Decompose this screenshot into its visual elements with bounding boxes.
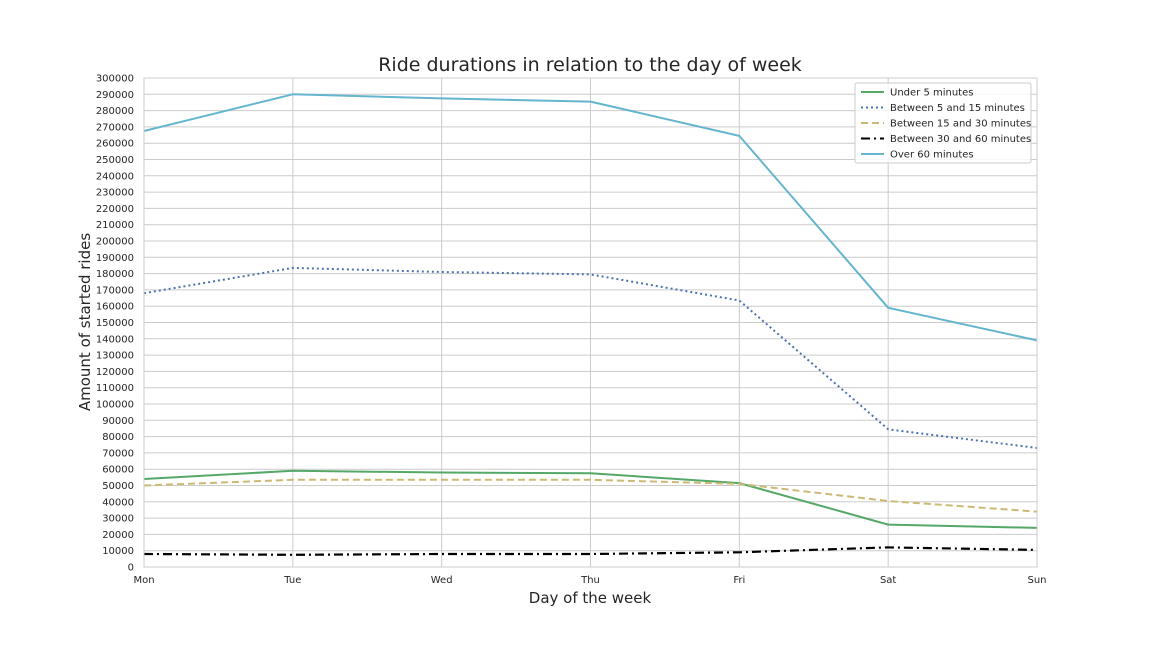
y-tick-label: 240000 [96, 171, 134, 182]
x-tick-label: Sun [1027, 575, 1046, 586]
x-tick-label: Wed [431, 575, 453, 586]
y-tick-label: 20000 [102, 530, 134, 541]
y-tick-label: 90000 [102, 416, 134, 427]
y-tick-label: 120000 [96, 367, 134, 378]
x-tick-labels: Mon Tue Wed Thu Fri Sat Sun [133, 575, 1046, 586]
y-tick-label: 70000 [102, 448, 134, 459]
x-tick-label: Tue [283, 575, 301, 586]
y-tick-label: 80000 [102, 432, 134, 443]
y-tick-label: 0 [128, 563, 134, 574]
y-tick-label: 150000 [96, 318, 134, 329]
y-tick-label: 210000 [96, 220, 134, 231]
x-axis-label: Day of the week [529, 589, 652, 607]
x-tick-label: Sat [880, 575, 896, 586]
series-line-2 [143, 266, 1038, 449]
y-tick-label: 60000 [102, 465, 134, 476]
y-tick-label: 130000 [96, 351, 134, 362]
grid-lines [143, 77, 1038, 568]
y-tick-label: 140000 [96, 334, 134, 345]
y-tick-label: 200000 [96, 237, 134, 248]
y-tick-label: 160000 [96, 302, 134, 313]
legend-box [854, 82, 1032, 164]
legend-label: Under 5 minutes [890, 88, 973, 99]
y-tick-label: 230000 [96, 188, 134, 199]
x-tick-label: Mon [133, 575, 154, 586]
series-line-4 [143, 546, 1038, 556]
series-line-5 [143, 93, 1038, 342]
y-tick-label: 260000 [96, 139, 134, 150]
y-tick-label: 290000 [96, 90, 134, 101]
chart-title: Ride durations in relation to the day of… [378, 54, 802, 76]
series-line-1 [143, 469, 1038, 529]
legend-label: Between 5 and 15 minutes [890, 103, 1025, 114]
y-tick-label: 280000 [96, 106, 134, 117]
x-tick-label: Fri [733, 575, 745, 586]
legend-label: Between 30 and 60 minutes [890, 134, 1031, 145]
y-tick-label: 190000 [96, 253, 134, 264]
legend: Under 5 minutes Between 5 and 15 minutes B… [854, 82, 1032, 164]
y-tick-label: 250000 [96, 155, 134, 166]
y-tick-label: 100000 [96, 400, 134, 411]
y-axis-label: Amount of started rides [76, 233, 94, 411]
y-tick-label: 300000 [96, 74, 134, 85]
plot-frame [143, 77, 1038, 568]
legend-label: Between 15 and 30 minutes [890, 119, 1031, 130]
y-tick-label: 30000 [102, 514, 134, 525]
x-tick-label: Thu [580, 575, 600, 586]
y-tick-label: 270000 [96, 122, 134, 133]
y-tick-label: 50000 [102, 481, 134, 492]
series-lines [143, 93, 1038, 556]
y-tick-label: 110000 [96, 383, 134, 394]
y-tick-labels: 0 10000 20000 30000 40000 50000 60000 70000 8000… [96, 74, 134, 574]
y-tick-label: 40000 [102, 497, 134, 508]
y-tick-label: 10000 [102, 546, 134, 557]
y-tick-label: 220000 [96, 204, 134, 215]
legend-label: Over 60 minutes [890, 150, 974, 161]
y-tick-label: 170000 [96, 285, 134, 296]
series-line-3 [143, 478, 1038, 513]
y-tick-label: 180000 [96, 269, 134, 280]
